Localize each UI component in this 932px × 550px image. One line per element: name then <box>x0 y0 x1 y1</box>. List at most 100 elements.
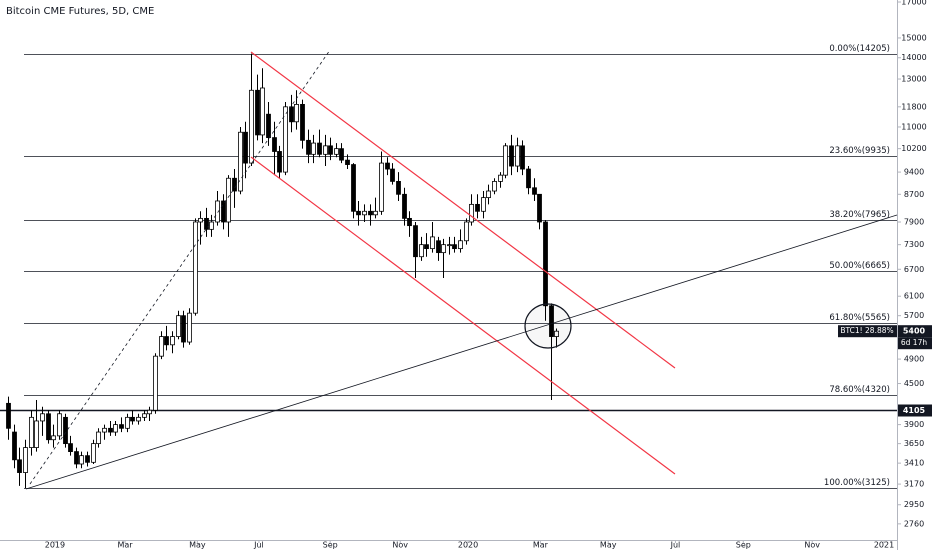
y-tick-label: 3900 <box>904 420 924 429</box>
x-tick-label: 2021 <box>874 541 894 550</box>
candle-body <box>447 244 452 247</box>
candle-body <box>193 221 198 314</box>
y-tick-label: 17000 <box>901 0 926 7</box>
y-tick-label: 14000 <box>901 53 926 62</box>
candle-body <box>176 315 181 337</box>
candle-body <box>198 217 203 223</box>
y-tick-label: 4500 <box>904 379 924 388</box>
candle-body <box>498 174 503 182</box>
candle-body <box>351 164 356 212</box>
chart-title: Bitcoin CME Futures, 5D, CME <box>6 6 154 17</box>
candle-body <box>74 451 79 465</box>
candle-body <box>356 210 361 216</box>
candle-body <box>6 402 11 429</box>
candle-body <box>339 148 344 161</box>
symbol-tag <box>838 325 897 338</box>
candle-body <box>164 336 169 346</box>
candle-body <box>136 416 141 422</box>
candle-body <box>481 197 486 212</box>
y-tick-label: 15000 <box>901 33 926 42</box>
candle-body <box>238 131 243 192</box>
candle-body <box>515 145 520 167</box>
candle-body <box>306 139 311 155</box>
candle-body <box>153 355 158 411</box>
candle-body <box>402 193 407 219</box>
y-tick-label: 6700 <box>904 265 924 274</box>
candle-body <box>57 413 62 437</box>
candle-body <box>68 443 73 452</box>
candle-body <box>51 435 56 441</box>
candle-body <box>419 244 424 258</box>
x-tick-label: May <box>600 541 617 550</box>
candle-body <box>102 427 107 433</box>
candle-body <box>475 203 480 212</box>
candle-body <box>328 145 333 155</box>
y-tick-label: 11800 <box>901 102 926 111</box>
price-tag <box>898 404 932 417</box>
channel-upper <box>250 51 676 369</box>
candle-body <box>492 181 497 192</box>
candle-body <box>255 89 260 136</box>
y-tick-label: 8700 <box>904 190 924 199</box>
y-tick-label: 7300 <box>904 240 924 249</box>
fib-label: 78.60%(4320) <box>829 385 890 395</box>
fib-label: 23.60%(9935) <box>829 146 890 156</box>
candle-body <box>413 225 418 258</box>
candle-body <box>441 244 446 254</box>
highlight-circle <box>524 303 572 349</box>
x-tick-label: Nov <box>392 541 408 550</box>
candle-body <box>549 305 554 337</box>
y-tick-label: 7900 <box>904 217 924 226</box>
candle-body <box>12 431 17 461</box>
candle-body <box>396 181 401 195</box>
y-tick-label: 9400 <box>904 168 924 177</box>
candle-body <box>469 203 474 223</box>
fib-label: 0.00%(14205) <box>829 44 890 54</box>
countdown-tag <box>898 337 932 350</box>
candle-body <box>113 424 118 433</box>
candle-body <box>294 103 299 123</box>
x-tick-label: 2020 <box>458 541 478 550</box>
candle-body <box>266 113 271 139</box>
y-tick-label: 10200 <box>901 144 926 153</box>
candle-body <box>232 177 237 192</box>
candle-body <box>436 240 441 254</box>
candle-body <box>215 200 220 223</box>
symbol-change: BTC1! 28.88% <box>840 326 893 335</box>
candle-body <box>170 336 175 346</box>
y-tick-label: 11000 <box>901 122 926 131</box>
fib-label: 61.80%(5565) <box>829 313 890 323</box>
candle-body <box>85 455 90 463</box>
candle-body <box>79 455 84 465</box>
price-tag-label: 4105 <box>903 406 926 415</box>
x-tick-label: May <box>189 541 206 550</box>
candle-body <box>452 244 457 250</box>
x-tick-label: Mar <box>117 541 133 550</box>
candle-body <box>317 142 322 155</box>
y-tick-label: 6100 <box>904 292 924 301</box>
x-tick-label: Jul <box>253 541 264 550</box>
candle-body <box>526 168 531 189</box>
candle-body <box>283 106 288 173</box>
candle-body <box>345 159 350 165</box>
candle-body <box>142 413 147 418</box>
channel-lower <box>250 156 676 475</box>
candle-body <box>260 87 265 136</box>
candle-body <box>63 416 68 445</box>
candle-body <box>385 162 390 170</box>
candle-body <box>323 145 328 155</box>
candle-body <box>147 409 152 415</box>
candle-body <box>243 131 248 164</box>
y-tick-label: 5700 <box>904 311 924 320</box>
candle-body <box>125 416 130 429</box>
candle-body <box>362 210 367 216</box>
candle-body <box>486 190 491 199</box>
candle-body <box>554 330 559 337</box>
candle-body <box>221 200 226 223</box>
y-tick-label: 3410 <box>904 459 924 468</box>
candle-body <box>204 217 209 230</box>
candle-body <box>272 137 277 152</box>
candle-body <box>209 221 214 230</box>
candle-body <box>17 459 22 473</box>
